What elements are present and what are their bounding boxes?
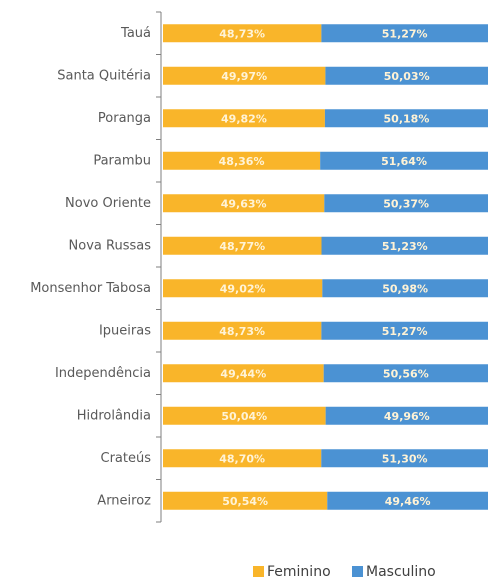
value-label: 48,70%	[219, 452, 265, 465]
category-label: Novo Oriente	[65, 196, 151, 211]
category-label: Poranga	[98, 111, 151, 126]
value-label: 50,98%	[382, 282, 428, 295]
legend-label: Feminino	[267, 564, 331, 580]
value-label: 48,73%	[219, 27, 265, 40]
bar-segment	[324, 194, 488, 213]
value-label: 48,73%	[219, 325, 265, 338]
value-label: 49,44%	[220, 367, 266, 380]
category-label: Hidrolândia	[77, 408, 151, 423]
value-label: 51,64%	[381, 155, 427, 168]
bar-segment	[320, 151, 488, 170]
bar-segment	[327, 491, 488, 510]
bar-segment	[321, 449, 488, 468]
value-label: 49,97%	[221, 70, 267, 83]
legend-swatch	[253, 566, 264, 577]
value-label: 51,27%	[382, 27, 428, 40]
value-label: 49,46%	[385, 495, 431, 508]
bar-segment	[325, 406, 488, 425]
value-label: 50,03%	[384, 70, 430, 83]
bar-segment	[163, 449, 322, 468]
bar-segment	[325, 66, 488, 85]
bar-segment	[321, 236, 488, 255]
value-label: 51,30%	[382, 452, 428, 465]
category-label: Crateús	[101, 451, 152, 466]
category-label: Parambu	[93, 153, 151, 168]
bar-segment	[321, 24, 488, 43]
value-label: 49,63%	[221, 197, 267, 210]
bar-segment	[163, 491, 328, 510]
bar-segment	[163, 236, 322, 255]
bar-segment	[163, 24, 322, 43]
value-label: 50,56%	[383, 367, 429, 380]
category-label: Independência	[55, 366, 151, 381]
bar-segment	[163, 279, 323, 298]
value-label: 48,36%	[219, 155, 265, 168]
bar-segment	[163, 151, 321, 170]
bar-segment	[323, 364, 488, 383]
category-label: Monsenhor Tabosa	[30, 281, 151, 296]
category-label: Nova Russas	[69, 238, 152, 253]
value-label: 51,23%	[382, 240, 428, 253]
value-label: 49,82%	[221, 112, 267, 125]
bar-segment	[163, 321, 322, 340]
bar-segment	[321, 321, 488, 340]
bar-segment	[163, 364, 324, 383]
value-label: 50,54%	[222, 495, 268, 508]
value-label: 49,96%	[384, 410, 430, 423]
value-label: 50,37%	[383, 197, 429, 210]
category-label: Ipueiras	[99, 323, 151, 338]
value-label: 50,18%	[384, 112, 430, 125]
value-label: 49,02%	[220, 282, 266, 295]
value-label: 50,04%	[221, 410, 267, 423]
bar-segment	[163, 194, 325, 213]
category-label: Arneiroz	[97, 493, 151, 508]
category-label: Santa Quitéria	[57, 68, 151, 83]
bar-segment	[163, 66, 326, 85]
legend-swatch	[352, 566, 363, 577]
bar-segment	[324, 109, 488, 128]
bar-segment	[163, 406, 326, 425]
legend-label: Masculino	[366, 564, 436, 580]
value-label: 48,77%	[219, 240, 265, 253]
bar-segment	[322, 279, 488, 298]
bar-segment	[163, 109, 325, 128]
value-label: 51,27%	[382, 325, 428, 338]
category-label: Tauá	[120, 26, 151, 41]
